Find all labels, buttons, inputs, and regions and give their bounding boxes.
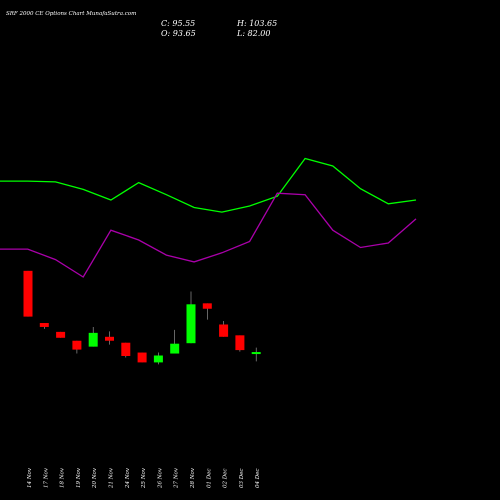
- candle-body: [23, 270, 33, 317]
- x-tick-label: 20 Nov: [92, 467, 98, 489]
- x-tick-label: 04 Dec: [255, 469, 261, 489]
- x-tick-label: 01 Dec: [206, 469, 212, 489]
- x-tick-label: 18 Nov: [60, 467, 66, 488]
- candle-body: [153, 355, 163, 363]
- x-tick-label: 26 Nov: [157, 467, 163, 489]
- x-tick-label: 02 Dec: [223, 469, 229, 489]
- candle-body: [251, 352, 261, 355]
- candle-body: [219, 324, 229, 337]
- candle-body: [56, 331, 66, 338]
- candle-body: [121, 342, 131, 356]
- high-value: H: 103.65: [237, 19, 278, 28]
- close-value: C: 95.55: [161, 19, 196, 28]
- x-tick-label: 28 Nov: [190, 467, 196, 489]
- chart-title: SRF 2000 CE Options Chart MunafaSutra.co…: [6, 11, 137, 17]
- overlay-line-1: [0, 157, 417, 213]
- x-tick-label: 14 Nov: [27, 467, 33, 488]
- candle-body: [39, 323, 49, 327]
- candle-body: [72, 340, 82, 350]
- candle-body: [235, 335, 245, 351]
- candle-body: [202, 303, 212, 309]
- low-value: L: 82.00: [237, 29, 271, 38]
- candle-body: [88, 332, 98, 347]
- x-tick-label: 03 Dec: [239, 469, 245, 489]
- candle-body: [105, 336, 114, 341]
- candle-body: [170, 343, 180, 354]
- x-tick-label: 21 Nov: [109, 467, 115, 489]
- candle-body: [186, 304, 196, 344]
- x-tick-label: 19 Nov: [76, 467, 82, 488]
- overlay-line-2: [0, 192, 417, 278]
- x-tick-label: 17 Nov: [43, 467, 49, 488]
- x-tick-label: 27 Nov: [174, 467, 180, 489]
- open-value: O: 93.65: [161, 29, 196, 38]
- x-tick-label: 24 Nov: [125, 467, 131, 489]
- candle-body: [137, 352, 147, 363]
- x-tick-label: 25 Nov: [141, 467, 147, 489]
